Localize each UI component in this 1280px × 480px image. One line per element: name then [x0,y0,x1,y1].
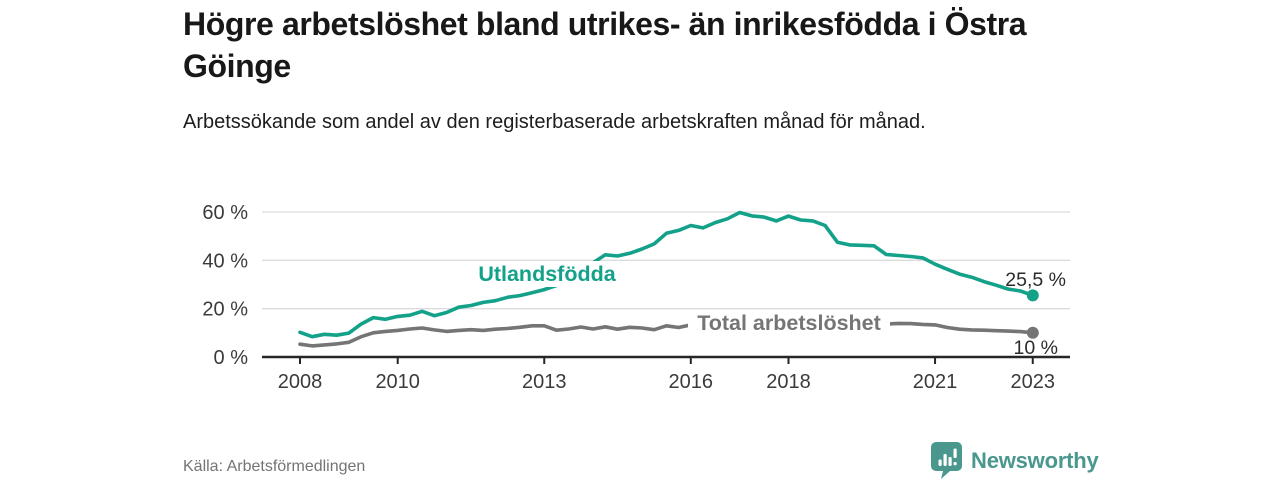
page-subtitle: Arbetssökande som andel av den registerb… [183,111,926,133]
series-label-utlandsfodda: Utlandsfödda [478,262,616,286]
bar-2 [943,454,947,466]
utlandsfodda-label-background [468,261,626,287]
bar-1 [938,459,942,466]
brand-name: Newsworthy [971,447,1099,473]
x-tick-label: 2018 [766,371,811,393]
source-note: Källa: Arbetsförmedlingen [183,458,366,475]
chart-generated-layer: 0 % 20 % 40 % 60 % 2008 2010 2013 2016 2018 2021 2… [202,202,1070,393]
exclamation-dot [953,462,957,466]
x-tick-label: 2008 [278,371,323,393]
x-tick-label: 2016 [669,371,714,393]
newsworthy-bar-chart-bubble-icon [931,442,962,479]
y-tick-label: 60 % [202,202,248,224]
x-tick-label: 2013 [522,371,567,393]
total-label-background [688,311,890,335]
brand-lockup: Newsworthy [931,442,1099,479]
exclamation-bar [953,448,957,458]
series-line-total [298,321,1035,348]
end-value-label-utlandsfodda: 25,5 % [1005,269,1066,291]
x-tick-label: 2023 [1011,371,1056,393]
x-tick-label: 2010 [375,371,420,393]
x-tick-label: 2021 [913,371,958,393]
series-line-utlandsfodda [298,210,1035,339]
series-end-dot-total [1026,326,1039,339]
series-label-total: Total arbetslöshet [697,311,881,335]
y-tick-label: 20 % [202,299,248,321]
chart-labels-layer: Utlandsfödda Total arbetslöshet 25,5 % 1… [468,261,1066,359]
end-value-label-total: 10 % [1014,337,1058,359]
y-tick-label: 0 % [214,347,249,369]
page-title: Högre arbetslöshet bland utrikes- än inr… [183,6,1027,84]
bar-3 [948,457,952,466]
series-end-dot-utlandsfodda [1026,289,1039,302]
y-tick-label: 40 % [202,250,248,272]
